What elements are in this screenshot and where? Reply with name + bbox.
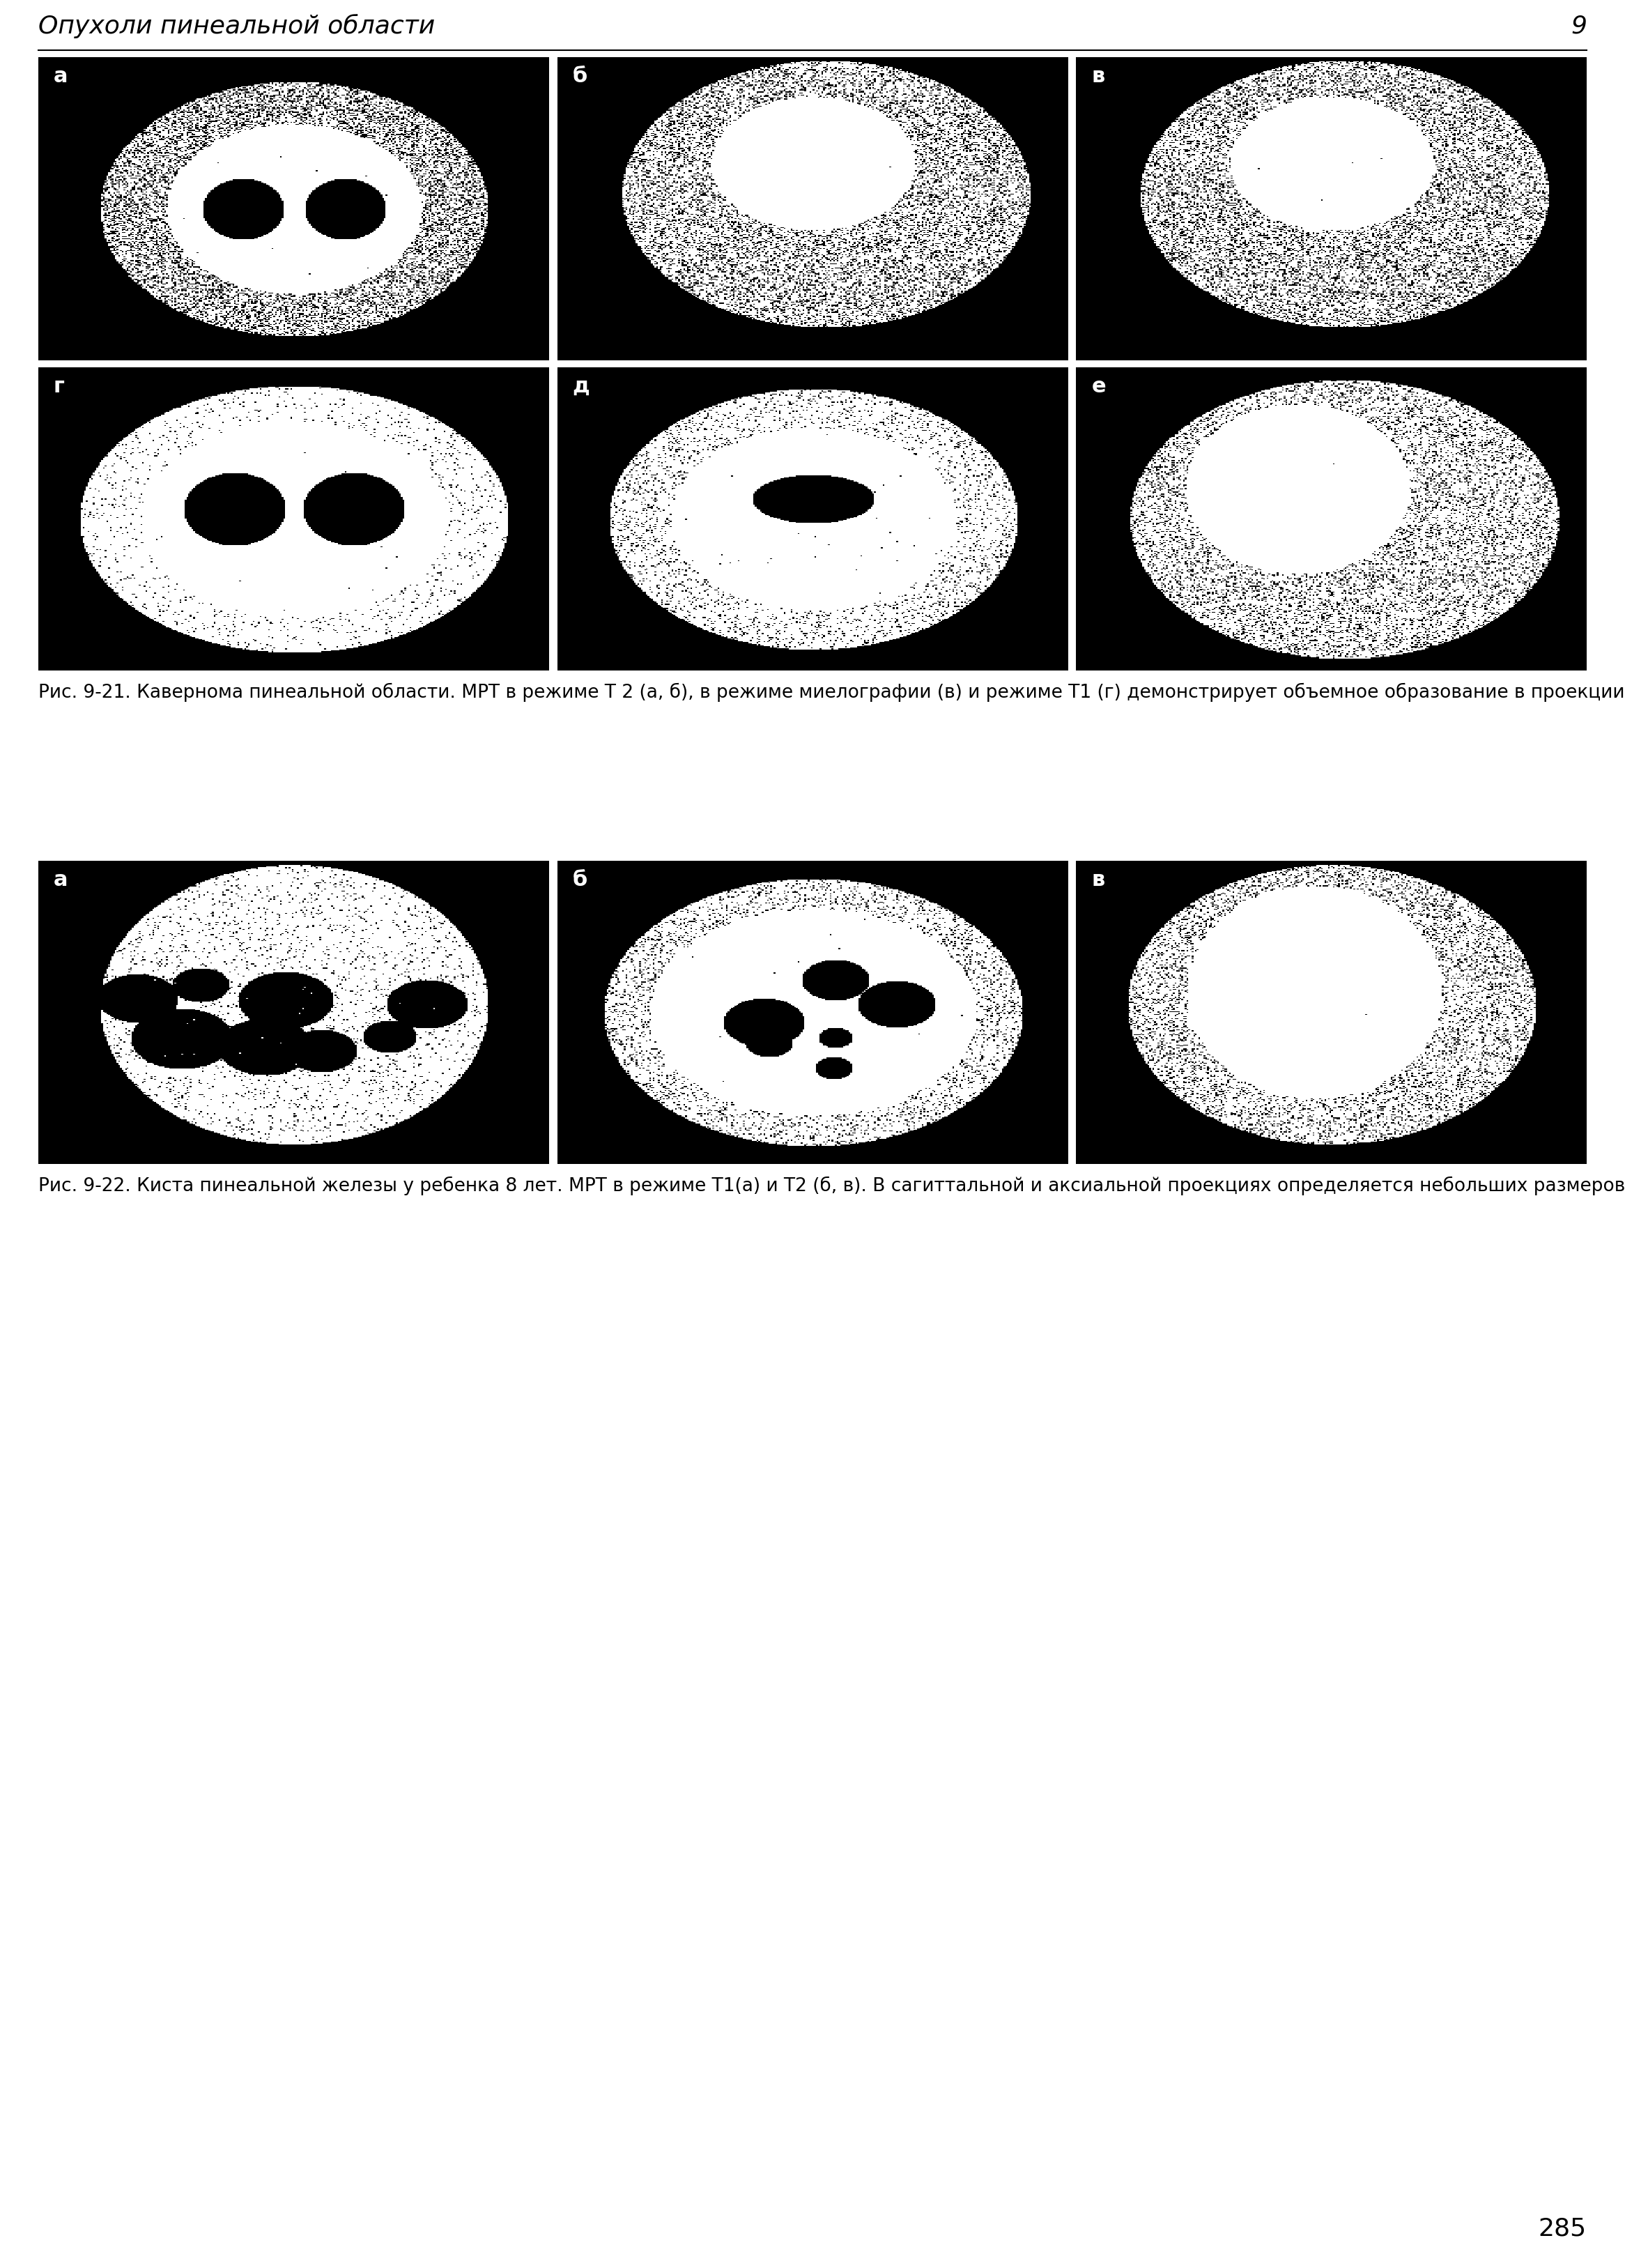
Text: Рис. 9-21. Кавернома пинеальной области. МРТ в режиме Т 2 (а, б), в режиме миело: Рис. 9-21. Кавернома пинеальной области.…	[39, 683, 1625, 703]
Text: б: б	[572, 66, 587, 86]
Text: в: в	[1092, 871, 1105, 889]
Text: 9: 9	[1571, 14, 1586, 39]
Text: а: а	[54, 871, 68, 889]
Text: г: г	[54, 376, 65, 397]
Text: Рис. 9-22. Киста пинеальной железы у ребенка 8 лет. МРТ в режиме T1(а) и T2 (б, : Рис. 9-22. Киста пинеальной железы у реб…	[39, 1177, 1625, 1195]
Text: д: д	[572, 376, 590, 397]
Text: 285: 285	[1539, 2216, 1586, 2241]
Text: Опухоли пинеальной области: Опухоли пинеальной области	[39, 14, 436, 39]
Text: б: б	[572, 871, 587, 889]
Text: а: а	[54, 66, 68, 86]
Text: е: е	[1092, 376, 1107, 397]
Text: в: в	[1092, 66, 1105, 86]
